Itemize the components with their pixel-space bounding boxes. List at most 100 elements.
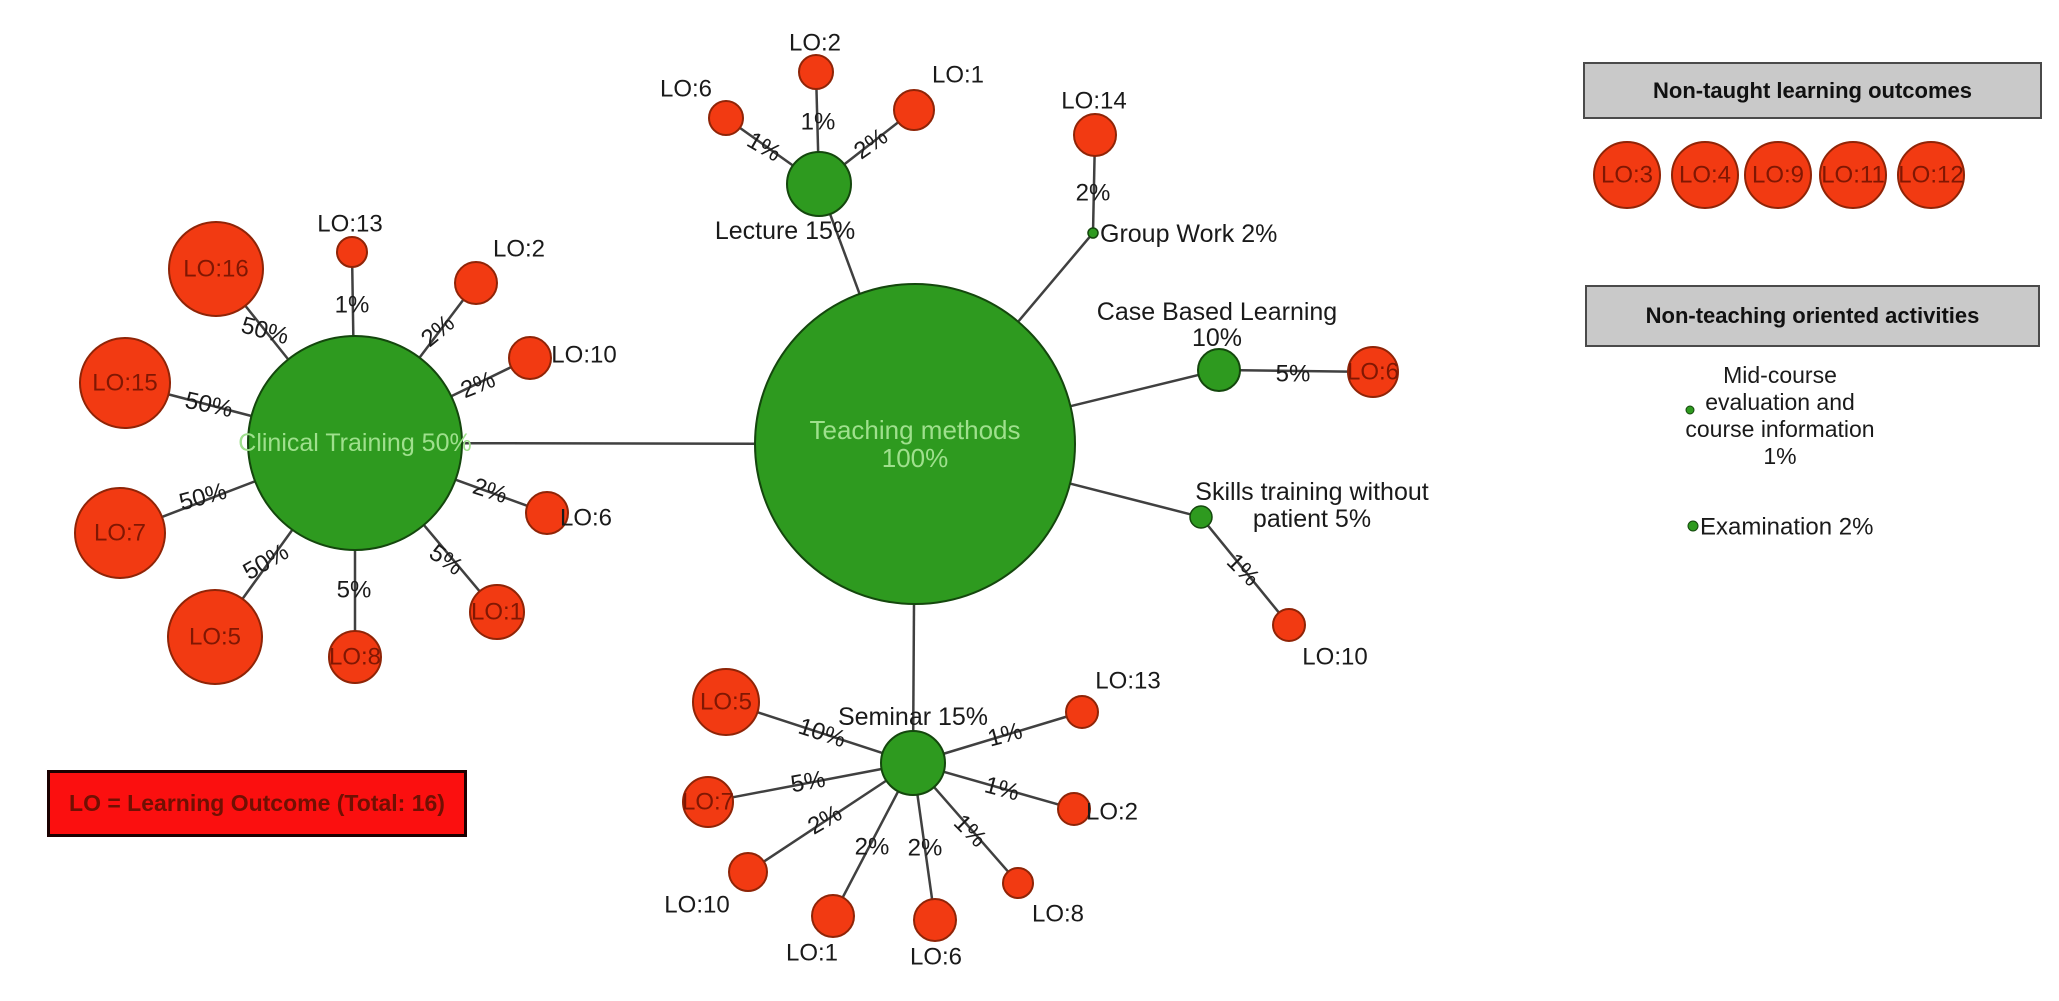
- node-c-lo8: [328, 630, 382, 684]
- edge-label-clinical-c-lo5: 50%: [238, 538, 293, 585]
- label-c-lo13: LO:13: [317, 211, 382, 238]
- edge-label-skills-s-lo10: 1%: [1221, 548, 1265, 592]
- edge-clinical-c-lo6: [455, 478, 528, 507]
- edge-skills-s-lo10: [1206, 524, 1280, 614]
- non-teaching-panel-header: Non-teaching oriented activities: [1585, 285, 2040, 347]
- edge-hub-groupwork: [1017, 236, 1091, 323]
- label-sem-lo5: LO:5: [700, 689, 752, 716]
- edge-seminar-sem-lo10: [763, 779, 887, 863]
- edge-lecture-l-lo1: [843, 121, 899, 166]
- node-groupwork: [1087, 227, 1099, 239]
- edge-label-seminar-sem-lo1: 2%: [855, 834, 890, 861]
- edge-clinical-c-lo16: [244, 304, 290, 361]
- edge-casebased-cb-lo6: [1239, 369, 1349, 373]
- node-seminar: [880, 730, 946, 796]
- label-groupwork: Group Work 2%: [1100, 220, 1277, 248]
- node-sem-lo2: [1057, 792, 1091, 826]
- node-lecture: [786, 151, 852, 217]
- edge-label-seminar-sem-lo13: 1%: [985, 717, 1025, 752]
- node-sem-lo8: [1002, 867, 1034, 899]
- label-c-lo2: LO:2: [493, 236, 545, 263]
- edge-clinical-c-lo13: [350, 266, 355, 337]
- non-taught-panel-title: Non-taught learning outcomes: [1653, 77, 1972, 103]
- edge-label-clinical-c-lo8: 5%: [337, 577, 372, 604]
- label-nt-lo4: LO:4: [1679, 162, 1731, 189]
- label-nt-lo9: LO:9: [1752, 162, 1804, 189]
- node-g-lo14: [1073, 113, 1117, 157]
- edge-label-seminar-sem-lo10: 2%: [803, 800, 847, 841]
- edge-label-seminar-sem-lo7: 5%: [789, 766, 828, 799]
- node-nt-lo4: [1671, 141, 1739, 209]
- edge-label-seminar-sem-lo2: 1%: [982, 771, 1022, 806]
- legend-box: LO = Learning Outcome (Total: 16): [47, 770, 467, 837]
- edge-clinical-c-lo10: [450, 366, 512, 398]
- label-hub: 100%: [882, 443, 949, 473]
- label-c-lo15: LO:15: [92, 370, 157, 397]
- edge-clinical-c-lo1: [422, 524, 481, 593]
- activity-dot-examination: [1687, 520, 1699, 532]
- edge-label-clinical-c-lo1: 5%: [424, 539, 468, 581]
- label-sem-lo2: LO:2: [1086, 799, 1138, 826]
- activity-dot-midcourse: [1685, 405, 1695, 415]
- node-sem-lo13: [1065, 695, 1099, 729]
- edge-seminar-sem-lo8: [933, 786, 1010, 873]
- edge-clinical-c-lo2: [418, 298, 465, 359]
- label-lecture: Lecture 15%: [715, 217, 855, 245]
- edge-label-clinical-c-lo15: 50%: [183, 387, 236, 423]
- edge-seminar-sem-lo5: [756, 711, 883, 755]
- edge-label-clinical-c-lo13: 1%: [335, 292, 370, 319]
- node-c-lo1: [469, 584, 525, 640]
- node-l-lo6: [708, 100, 744, 136]
- node-nt-lo3: [1593, 141, 1661, 209]
- edge-lecture-l-lo6: [739, 126, 794, 167]
- node-c-lo2: [454, 261, 498, 305]
- label-s-lo10: LO:10: [1302, 644, 1367, 671]
- edge-label-lecture-l-lo2: 1%: [801, 109, 836, 136]
- non-taught-panel-header: Non-taught learning outcomes: [1583, 62, 2042, 119]
- activity-label-midcourse: course information: [1685, 416, 1874, 442]
- edge-label-clinical-c-lo6: 2%: [469, 473, 510, 509]
- edge-label-lecture-l-lo1: 2%: [849, 123, 893, 165]
- label-l-lo6: LO:6: [660, 76, 712, 103]
- label-casebased: 10%: [1192, 324, 1242, 352]
- edge-label-clinical-c-lo10: 2%: [457, 366, 499, 404]
- edge-seminar-sem-lo6: [916, 794, 934, 900]
- node-c-lo13: [336, 236, 368, 268]
- edge-label-seminar-sem-lo6: 2%: [908, 835, 943, 862]
- edge-seminar-sem-lo2: [943, 770, 1059, 806]
- label-nt-lo3: LO:3: [1601, 162, 1653, 189]
- edge-seminar-sem-lo7: [732, 767, 882, 799]
- label-nt-lo11: LO:11: [1821, 162, 1885, 189]
- node-l-lo2: [798, 54, 834, 90]
- edge-clinical-c-lo15: [168, 393, 252, 418]
- edge-label-clinical-c-lo2: 2%: [416, 310, 460, 353]
- node-c-lo6: [525, 491, 569, 535]
- edge-hub-clinical: [461, 441, 756, 445]
- legend-text: LO = Learning Outcome (Total: 16): [69, 790, 445, 816]
- node-nt-lo11: [1819, 141, 1887, 209]
- activity-label-midcourse: Mid-course: [1723, 362, 1837, 388]
- label-hub: Teaching methods: [809, 415, 1020, 445]
- node-s-lo10: [1272, 608, 1306, 642]
- label-c-lo6: LO:6: [560, 505, 612, 532]
- node-sem-lo5: [692, 668, 760, 736]
- node-clinical: [247, 335, 463, 551]
- node-l-lo1: [893, 89, 935, 131]
- edge-hub-casebased: [1070, 373, 1199, 408]
- label-sem-lo1: LO:1: [786, 940, 838, 967]
- label-clinical: Clinical Training 50%: [238, 429, 471, 457]
- label-casebased: Case Based Learning: [1097, 298, 1337, 326]
- label-c-lo7: LO:7: [94, 520, 146, 547]
- label-cb-lo6: LO:6: [1347, 359, 1399, 386]
- edge-lecture-l-lo2: [815, 88, 820, 153]
- edge-hub-lecture: [828, 213, 861, 295]
- node-nt-lo9: [1744, 141, 1812, 209]
- node-skills: [1189, 505, 1213, 529]
- label-seminar: Seminar 15%: [838, 703, 988, 731]
- edge-hub-skills: [1069, 482, 1191, 516]
- node-c-lo16: [168, 221, 264, 317]
- label-nt-lo12: LO:12: [1898, 162, 1963, 189]
- edge-clinical-c-lo7: [161, 480, 256, 519]
- label-sem-lo8: LO:8: [1032, 901, 1084, 928]
- node-cb-lo6: [1347, 346, 1399, 398]
